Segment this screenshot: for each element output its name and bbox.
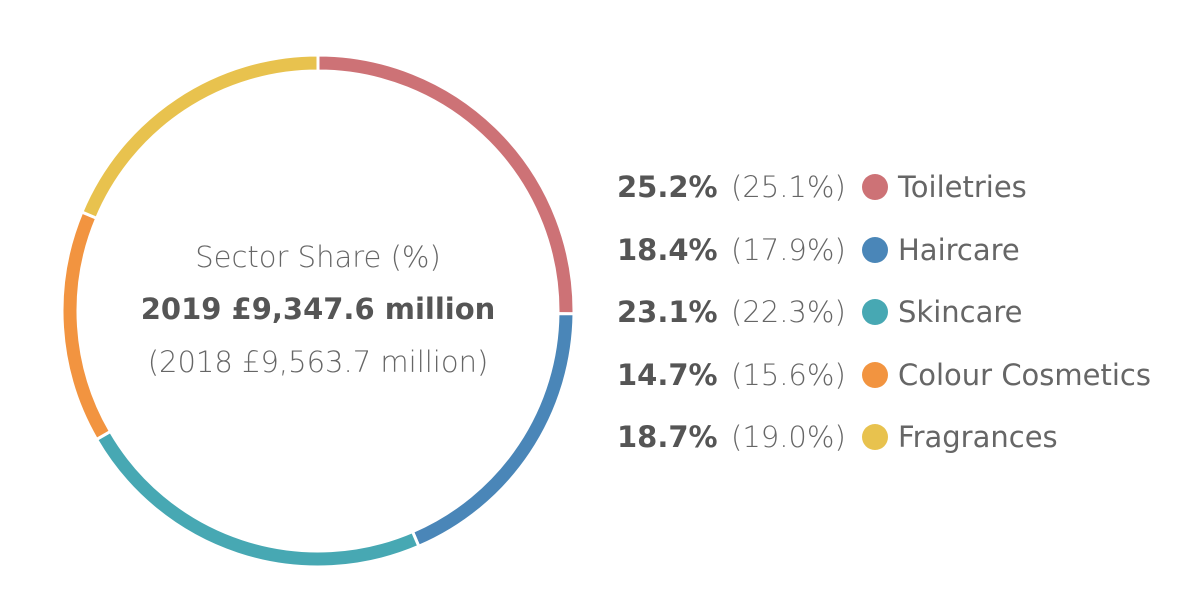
legend-item-colour-cosmetics: 14.7% (15.6%) Colour Cosmetics [617,354,1151,417]
legend-label: Toiletries [898,170,1027,204]
legend-item-fragrances: 18.7% (19.0%) Fragrances [617,416,1151,479]
legend-previous-value: (17.9%) [731,232,846,267]
legend-label: Colour Cosmetics [898,357,1151,392]
legend-swatch [862,299,888,325]
legend-value: 23.1% [617,295,718,329]
donut-slice-toiletries [316,53,576,316]
legend-item-toiletries: 25.2% (25.1%) Toiletries [617,166,1151,229]
donut-slice-skincare [94,429,421,569]
chart-total-2019: 2019 £9,347.6 million [140,292,496,326]
donut-slice-colour-cosmetics [60,210,113,442]
legend-swatch [862,424,888,450]
donut-slice-fragrances [79,53,320,221]
chart-total-2018: (2018 £9,563.7 million) [147,345,489,379]
chart-title: Sector Share (%) [195,240,441,274]
legend-item-haircare: 18.4% (17.9%) Haircare [617,229,1151,292]
donut-chart [60,53,576,569]
legend-value: 18.7% [617,420,718,454]
legend-label: Skincare [898,295,1023,329]
legend-previous-value: (22.3%) [731,295,846,329]
legend-previous-value: (19.0%) [731,420,846,454]
legend-previous-value: (15.6%) [731,357,846,392]
donut-slices [60,53,576,569]
legend-label: Fragrances [898,420,1058,454]
legend-label: Haircare [898,232,1020,267]
legend-previous-value: (25.1%) [731,170,846,204]
legend-swatch [862,174,888,200]
legend: 25.2% (25.1%) Toiletries 18.4% (17.9%) H… [617,166,1151,479]
legend-value: 25.2% [617,170,718,204]
legend-item-skincare: 23.1% (22.3%) Skincare [617,291,1151,354]
legend-swatch [862,236,888,263]
legend-swatch [862,361,888,388]
legend-value: 18.4% [617,232,718,267]
legend-value: 14.7% [617,357,718,392]
